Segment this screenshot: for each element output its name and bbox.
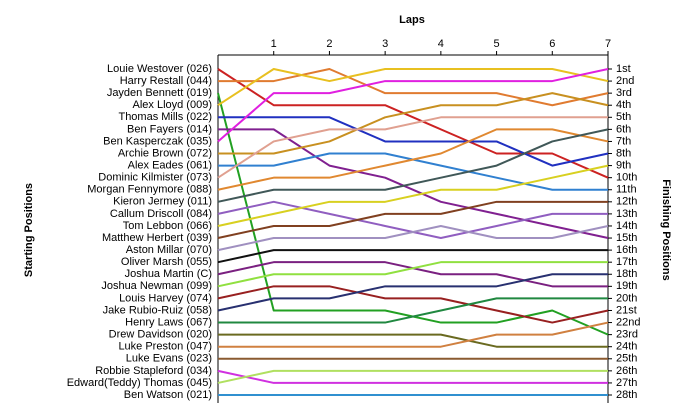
series-line <box>217 369 608 384</box>
x-tick-label: 4 <box>438 38 444 50</box>
series-line <box>217 164 609 227</box>
y-tick-label: 7th <box>616 135 631 147</box>
y-tick-label: 19th <box>616 280 637 292</box>
series-label: Alex Lloyd (009) <box>133 99 213 111</box>
series-line <box>217 128 609 203</box>
series-label: Jake Rubio-Ruiz (058) <box>103 304 212 316</box>
y-tick-label: 22nd <box>616 316 640 328</box>
y-tick-label: 1st <box>616 63 631 75</box>
y-tick-label: 17th <box>616 256 637 268</box>
y-tick-label: 13th <box>616 208 637 220</box>
series-label: Joshua Newman (099) <box>101 280 212 292</box>
series-label: Dominic Kilmister (073) <box>98 172 212 184</box>
series-label: Harry Restall (044) <box>120 75 212 87</box>
series-line <box>217 68 609 107</box>
series-line <box>218 92 609 155</box>
series-label: Tom Lebbon (066) <box>123 220 212 232</box>
y-tick-label: 2nd <box>616 75 634 87</box>
series-line <box>217 249 608 264</box>
series-line <box>218 321 609 348</box>
y-tick-label: 6th <box>616 123 631 135</box>
y-axis-title-right: Finishing Positions <box>660 179 672 280</box>
series-line <box>217 128 609 191</box>
y-tick-label: 5th <box>616 111 631 123</box>
series-line <box>218 116 609 167</box>
y-tick-label: 20th <box>616 292 637 304</box>
series-line <box>217 285 609 324</box>
x-tick-label: 5 <box>494 38 500 50</box>
x-tick-label: 1 <box>271 38 277 50</box>
y-tick-label: 18th <box>616 268 637 280</box>
series-line <box>217 261 608 288</box>
series-line <box>217 273 608 312</box>
series-label: Joshua Martin (C) <box>125 268 212 280</box>
y-tick-label: 12th <box>616 196 637 208</box>
series-label: Archie Brown (072) <box>118 147 212 159</box>
series-label: Luke Preston (047) <box>118 341 212 353</box>
series-label: Drew Davidson (020) <box>109 329 212 341</box>
series-label: Luke Evans (023) <box>126 353 212 365</box>
series-label: Ben Watson (021) <box>124 389 212 401</box>
y-tick-label: 25th <box>616 353 637 365</box>
y-tick-label: 11th <box>616 184 637 196</box>
series-line <box>217 369 608 384</box>
y-tick-label: 10th <box>616 172 637 184</box>
y-tick-label: 28th <box>616 389 637 401</box>
y-tick-label: 9th <box>616 159 631 171</box>
series-line <box>217 224 609 252</box>
series-line <box>218 297 608 324</box>
series-label: Robbie Stapleford (034) <box>95 365 212 377</box>
series-line <box>217 68 609 179</box>
series-label: Henry Laws (067) <box>125 316 212 328</box>
y-tick-label: 26th <box>616 365 637 377</box>
y-tick-label: 16th <box>616 244 637 256</box>
y-axis-title-left: Starting Positions <box>23 183 35 277</box>
y-tick-label: 8th <box>616 147 631 159</box>
series-label: Louis Harvey (074) <box>119 292 212 304</box>
series-label: Morgan Fennymore (088) <box>87 184 212 196</box>
series-line <box>218 333 608 348</box>
y-tick-label: 21st <box>616 304 637 316</box>
series-label: Kieron Jermey (011) <box>113 196 212 208</box>
chart-title: Laps <box>399 14 425 26</box>
y-tick-label: 4th <box>616 99 631 111</box>
series-label: Thomas Mills (022) <box>118 111 212 123</box>
y-tick-label: 3rd <box>616 87 632 99</box>
series-line <box>217 68 609 143</box>
series-label: Alex Eades (061) <box>128 159 212 171</box>
series-label: Ben Kasperczak (035) <box>103 135 212 147</box>
x-tick-label: 2 <box>326 38 332 50</box>
series-label: Edward(Teddy) Thomas (045) <box>67 377 212 389</box>
series-label: Ben Fayers (014) <box>127 123 212 135</box>
series-line <box>217 116 608 179</box>
series-line <box>217 200 608 240</box>
y-tick-label: 24th <box>616 341 637 353</box>
series-label: Oliver Marsh (055) <box>121 256 212 268</box>
series-label: Jayden Bennett (019) <box>107 87 212 99</box>
y-tick-label: 23rd <box>616 329 638 341</box>
x-tick-label: 3 <box>382 38 388 50</box>
y-tick-label: 27th <box>616 377 637 389</box>
y-tick-label: 14th <box>616 220 637 232</box>
series-label: Louie Westover (026) <box>107 63 212 75</box>
x-tick-label: 7 <box>605 38 611 50</box>
x-tick-label: 6 <box>549 38 555 50</box>
series-line <box>218 68 609 107</box>
series-line <box>218 128 609 240</box>
series-label: Callum Driscoll (084) <box>110 208 212 220</box>
y-tick-label: 15th <box>616 232 637 244</box>
series-label: Matthew Herbert (039) <box>102 232 212 244</box>
series-label: Aston Millar (070) <box>126 244 212 256</box>
